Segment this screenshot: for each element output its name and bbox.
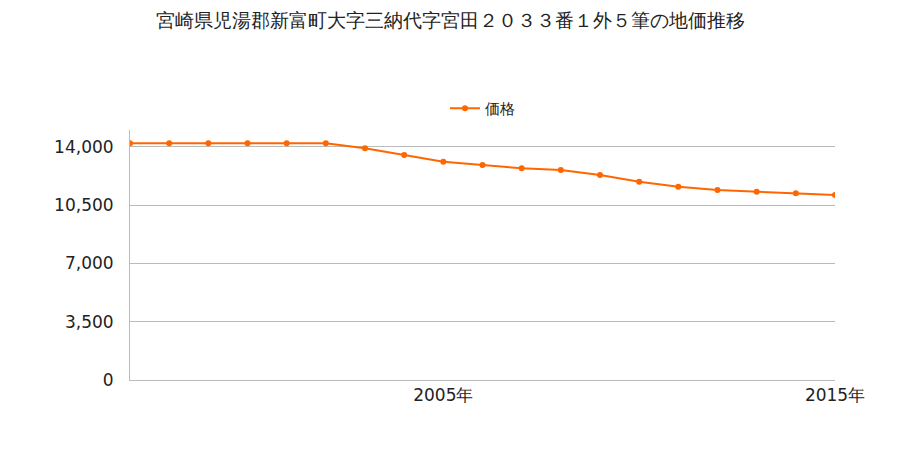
svg-text:7,000: 7,000 (65, 253, 114, 273)
svg-text:宮崎県児湯郡新富町大字三納代字宮田２０３３番１外５筆の地価推: 宮崎県児湯郡新富町大字三納代字宮田２０３３番１外５筆の地価推移 (156, 9, 745, 31)
svg-text:0: 0 (103, 370, 114, 390)
svg-text:2005年: 2005年 (413, 385, 473, 405)
svg-text:3,500: 3,500 (65, 312, 114, 332)
svg-text:2015年: 2015年 (805, 385, 865, 405)
svg-text:14,000: 14,000 (54, 137, 113, 157)
svg-text:10,500: 10,500 (54, 195, 113, 215)
svg-text:価格: 価格 (485, 100, 515, 118)
